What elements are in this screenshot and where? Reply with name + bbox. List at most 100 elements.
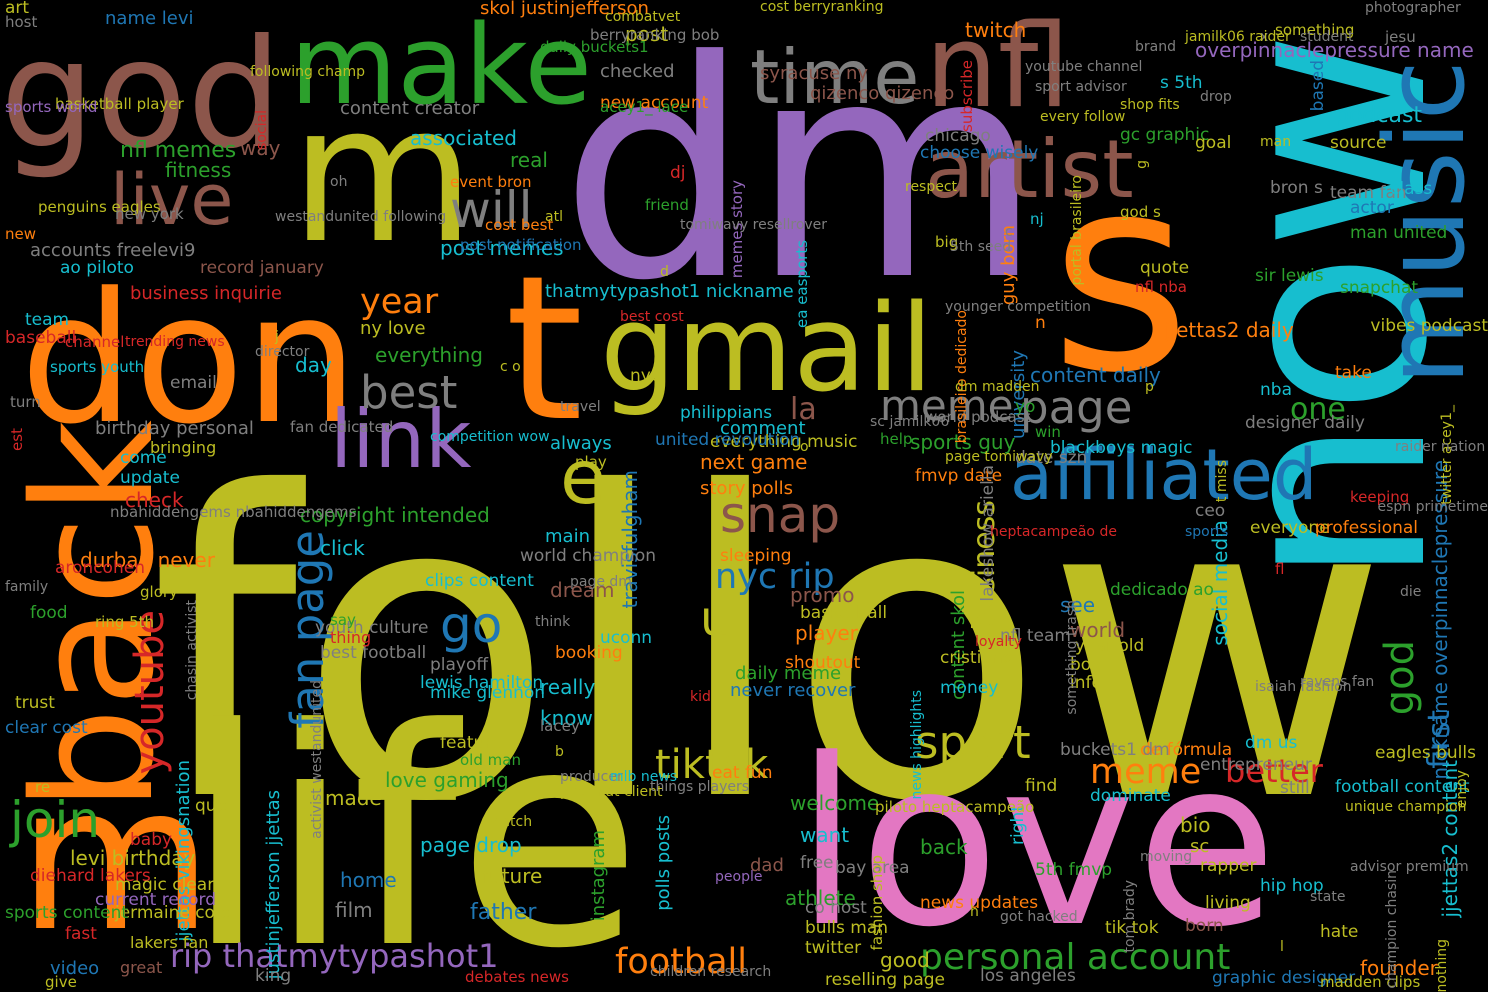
- cloud-word: die: [1400, 584, 1422, 600]
- cloud-word: shoutout: [785, 653, 861, 673]
- cloud-word: will: [450, 181, 533, 239]
- cloud-word: record january: [200, 258, 324, 278]
- cloud-word: clear cost: [5, 718, 88, 738]
- cloud-word: oh: [330, 174, 348, 190]
- cloud-word: advisor premium: [1350, 859, 1469, 875]
- cloud-word: t miss: [1214, 460, 1230, 503]
- cloud-word: people: [715, 869, 763, 885]
- cloud-word: jjettas2 daily: [1165, 318, 1294, 342]
- cloud-word: athlete: [785, 886, 856, 910]
- cloud-word: heptacampeão de: [990, 524, 1117, 540]
- cloud-word: m: [290, 64, 476, 285]
- cloud-word: based: [1308, 60, 1328, 112]
- cloud-word: youtube: [127, 610, 173, 775]
- cloud-word: p: [1145, 379, 1154, 395]
- cloud-word: sport advisor: [1035, 79, 1127, 95]
- cloud-word: kid: [690, 689, 711, 705]
- cloud-word: win: [1035, 423, 1061, 441]
- cloud-word: something trash: [1064, 600, 1080, 715]
- cloud-word: social: [254, 110, 270, 150]
- cloud-word: year: [360, 282, 439, 322]
- cloud-word: lewis hamilton: [420, 673, 544, 693]
- cloud-word: espn primetime: [1377, 499, 1488, 515]
- cloud-word: moving: [1140, 849, 1193, 865]
- cloud-word: children research: [650, 964, 772, 980]
- cloud-word: really: [540, 675, 596, 699]
- cloud-word: meme: [1090, 752, 1202, 792]
- cloud-word: welcome: [790, 791, 880, 815]
- cloud-word: see: [1060, 593, 1096, 617]
- cloud-word: god s: [1120, 203, 1161, 221]
- cloud-word: unique champion: [1345, 799, 1467, 815]
- cloud-word: main: [545, 526, 590, 547]
- cloud-word: actor: [1350, 198, 1394, 218]
- cloud-word: nothing: [1434, 938, 1450, 992]
- cloud-word: syracuse ny: [760, 63, 868, 84]
- cloud-word: est: [8, 428, 26, 451]
- cloud-word: day: [295, 353, 332, 377]
- cloud-word: thing: [330, 628, 372, 647]
- cloud-word: god: [1377, 640, 1423, 716]
- cloud-word: help: [880, 430, 913, 448]
- cloud-word: one: [1290, 392, 1346, 427]
- cloud-word: fast: [65, 924, 97, 944]
- cloud-word: aroncohen: [55, 558, 145, 578]
- cloud-word: king: [255, 966, 292, 986]
- cloud-word: info: [1070, 673, 1102, 693]
- cloud-word: promo: [790, 583, 855, 607]
- cloud-word: brasileiro dedicado: [954, 310, 970, 444]
- cloud-word: founder: [1360, 956, 1438, 980]
- cloud-word: s 5th: [1160, 73, 1203, 93]
- cloud-word: quote: [1140, 258, 1190, 278]
- cloud-word: everything music: [710, 432, 858, 452]
- cloud-word: m: [18, 743, 213, 976]
- cloud-word: reselling page: [825, 970, 945, 990]
- cloud-word: choose wisely: [920, 143, 1039, 163]
- cloud-word: vibes podcast: [1370, 316, 1488, 336]
- cloud-word: dm: [560, 0, 1043, 346]
- cloud-word: food: [30, 603, 68, 623]
- cloud-word: channel: [65, 333, 125, 351]
- cloud-word: glory: [140, 583, 178, 601]
- cloud-word: playoff: [430, 655, 489, 675]
- cloud-word: cristiano: [940, 648, 1013, 668]
- cloud-word: c o: [500, 359, 521, 375]
- cloud-word: watch: [490, 814, 533, 830]
- cloud-word: rapper: [1200, 856, 1257, 876]
- cloud-word: man: [1260, 134, 1292, 150]
- cloud-word: dm madden: [955, 379, 1040, 395]
- cloud-word: g: [1134, 160, 1150, 169]
- cloud-word: polls posts: [653, 815, 674, 911]
- cloud-word: comment: [720, 418, 806, 439]
- cloud-word: back: [920, 835, 968, 859]
- cloud-word: story polls: [700, 478, 794, 499]
- cloud-word: s: [1050, 117, 1191, 432]
- cloud-word: live: [110, 159, 234, 241]
- cloud-word: sc: [1190, 836, 1210, 857]
- cloud-word: nyc: [630, 366, 661, 386]
- cloud-word: tom brady: [1122, 880, 1138, 953]
- cloud-word: living: [1205, 893, 1251, 913]
- cloud-word: sport: [915, 716, 1031, 769]
- cloud-word: daily buckets1: [540, 38, 649, 56]
- cloud-word: nba: [1260, 380, 1292, 400]
- cloud-word: podcast: [1335, 103, 1423, 128]
- cloud-word: nfl: [925, 0, 1071, 134]
- cloud-word: qizenco qizenco: [810, 83, 955, 104]
- cloud-word: say: [330, 611, 356, 629]
- cloud-word: take: [1335, 363, 1372, 383]
- cloud-word: levi birthday: [70, 846, 196, 870]
- cloud-word: bio: [1180, 813, 1211, 837]
- cloud-word: berryranking bob: [590, 26, 720, 44]
- cloud-word: youth culture: [315, 618, 429, 638]
- cloud-word: year old: [1075, 636, 1145, 656]
- cloud-word: film: [335, 898, 373, 922]
- cloud-word: checked: [600, 61, 675, 82]
- cloud-word: l: [1280, 939, 1284, 955]
- cloud-word: ring 5th: [95, 613, 155, 631]
- cloud-word: post memes: [440, 236, 564, 260]
- cloud-word: madden clips: [1320, 973, 1421, 991]
- cloud-word: nfl team: [1000, 626, 1071, 646]
- cloud-word: loyalty: [975, 634, 1022, 650]
